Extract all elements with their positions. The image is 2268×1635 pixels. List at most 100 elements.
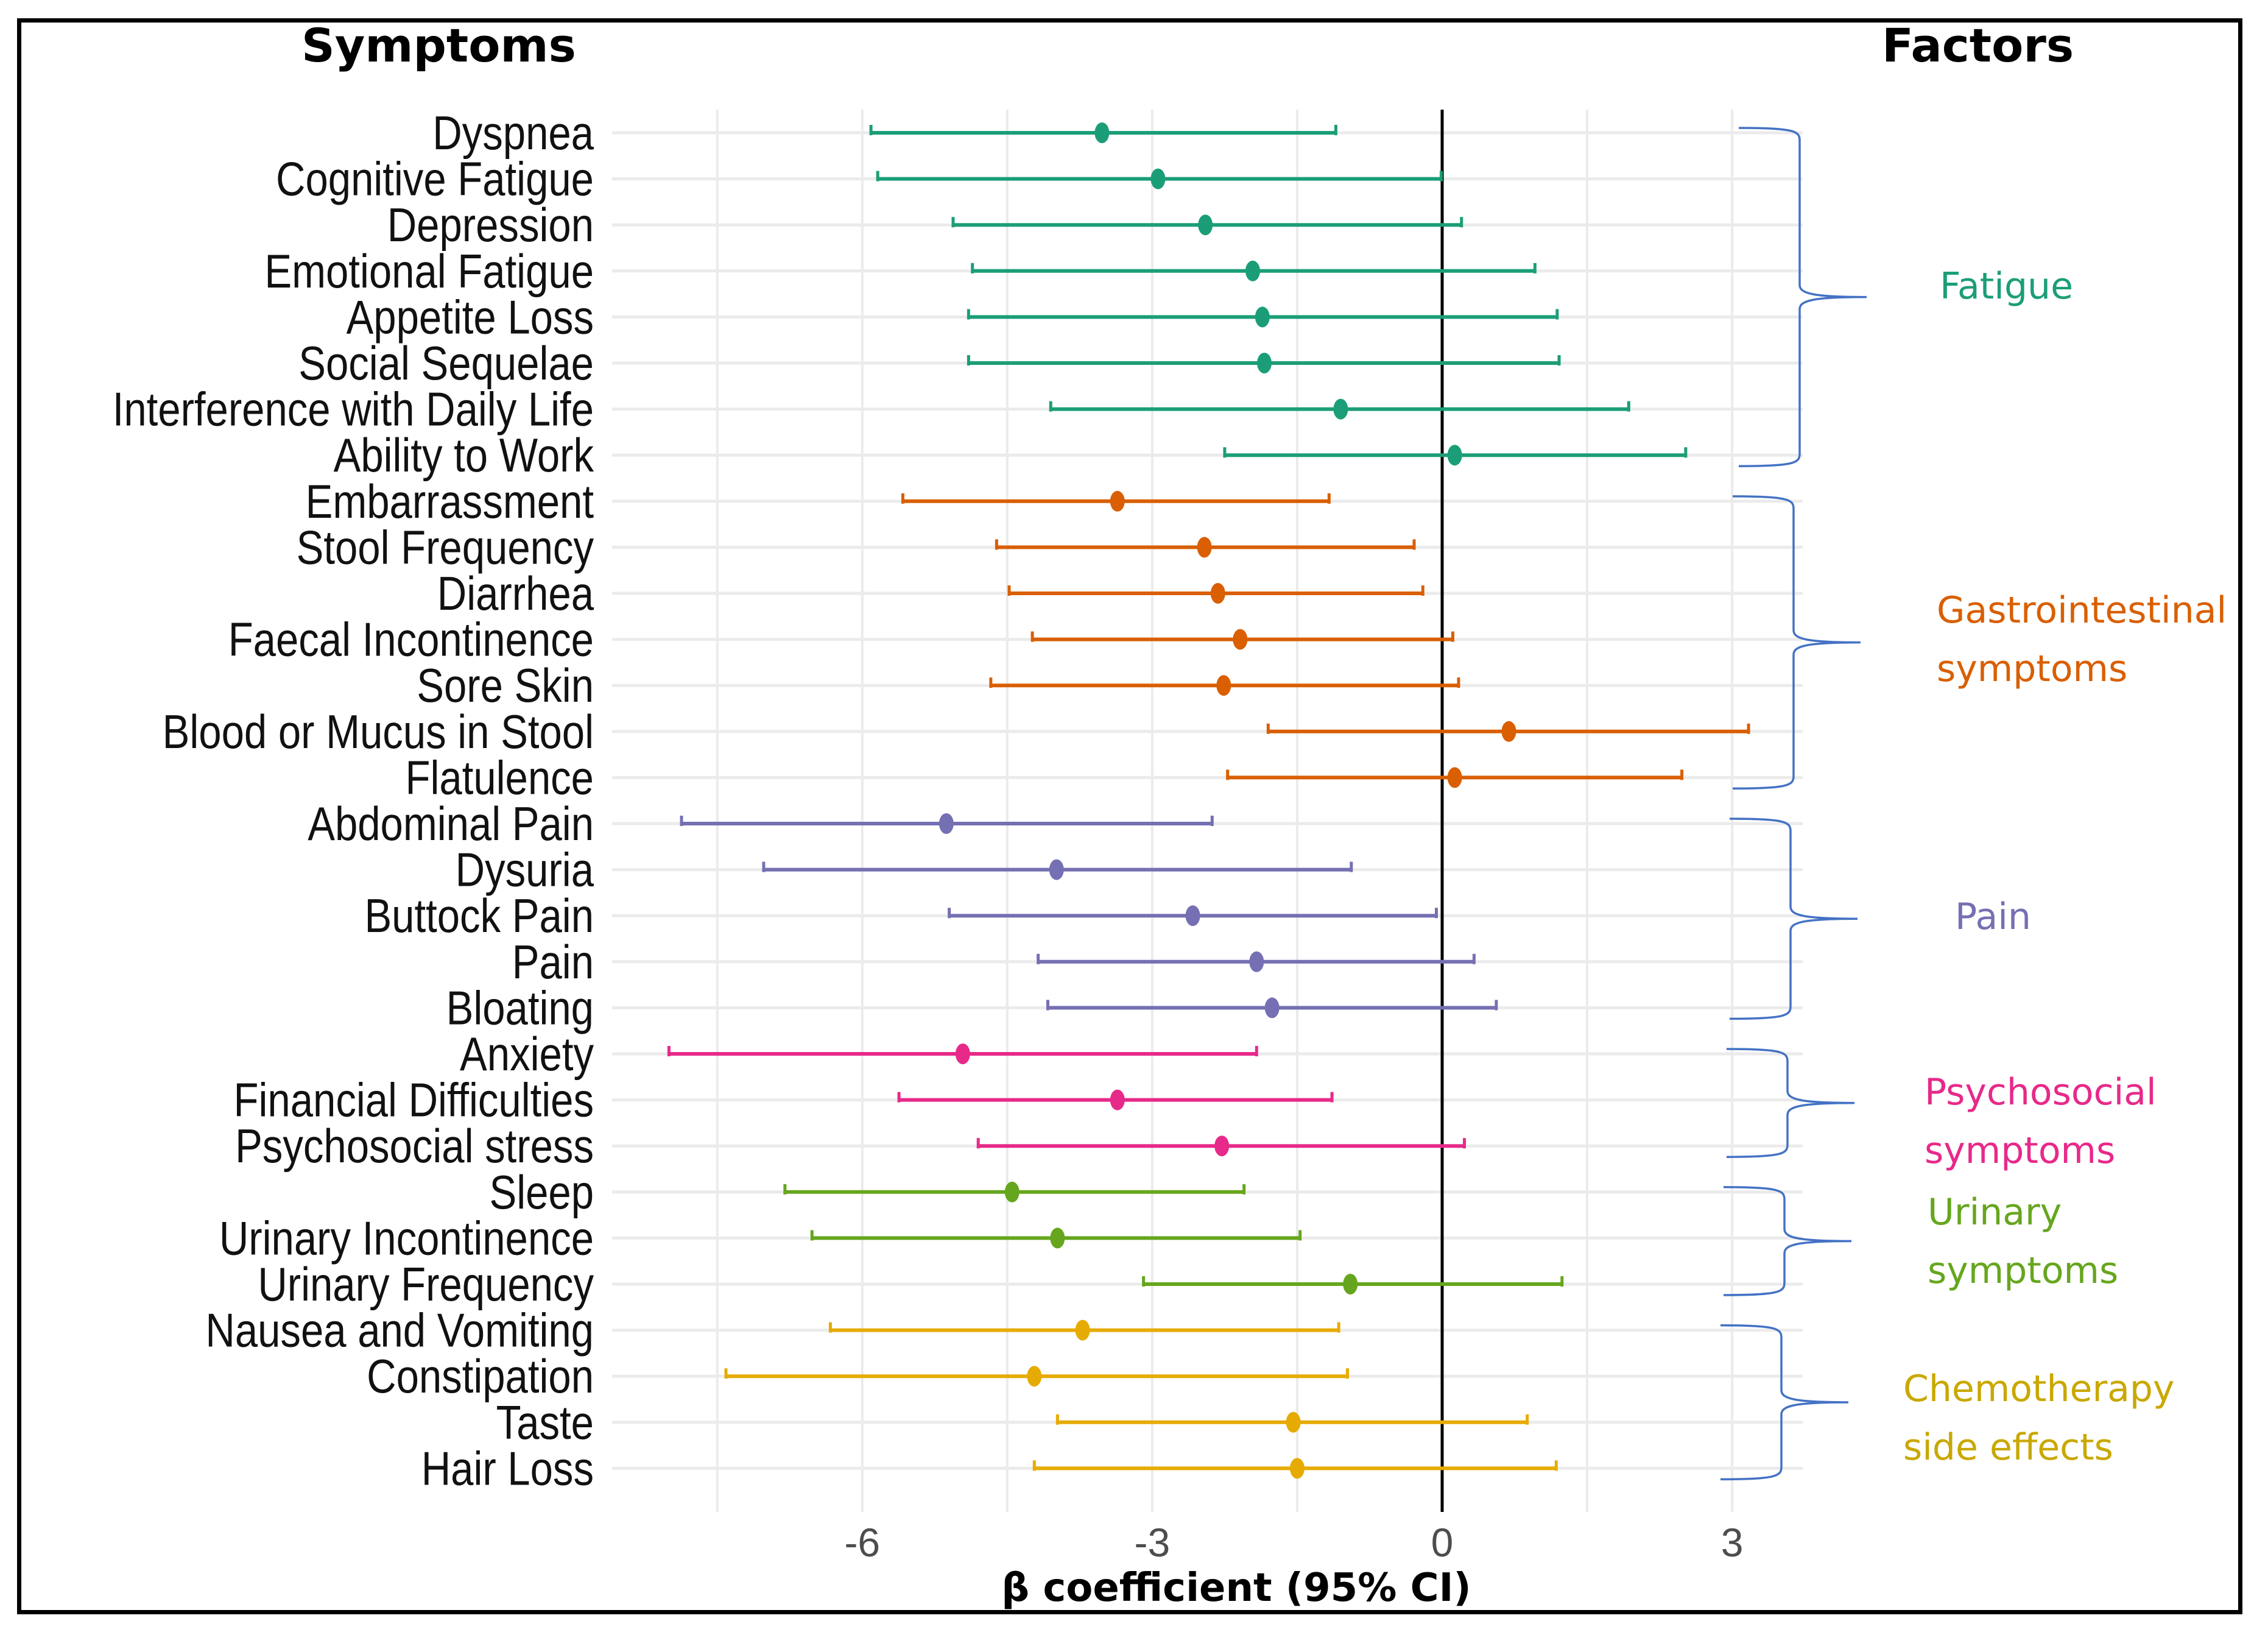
point-estimate — [1214, 1135, 1230, 1157]
factor-label-line: Chemotherapy — [1903, 1368, 2175, 1410]
ci-row — [976, 1135, 1467, 1157]
factor-label: Chemotherapy side effects — [1903, 1368, 2175, 1469]
point-estimate — [1210, 583, 1225, 604]
point-estimate — [1049, 859, 1064, 880]
group-brace — [1726, 1048, 1855, 1158]
ci-row — [1223, 445, 1688, 466]
y-axis-label: Social Sequelae — [298, 337, 594, 390]
ci-row — [897, 1089, 1334, 1111]
ci-row — [1049, 398, 1630, 420]
y-axis-label: Cognitive Fatigue — [276, 153, 594, 206]
factor-label-line: side effects — [1903, 1426, 2113, 1469]
x-tick-label: 3 — [1721, 1520, 1744, 1565]
ci-row — [1046, 997, 1498, 1019]
y-axis-label: Dysuria — [456, 844, 594, 897]
factor-label-line: Pain — [1955, 895, 2031, 938]
point-estimate — [1447, 767, 1462, 788]
y-axis-label: Stool Frequency — [297, 521, 594, 574]
y-axis-label: Emotional Fatigue — [264, 245, 594, 298]
y-axis-label: Pain — [512, 936, 594, 989]
ci-row — [828, 1319, 1340, 1341]
y-axis-label: Bloating — [446, 982, 594, 1035]
ci-row — [1266, 721, 1750, 742]
point-estimate — [1255, 306, 1270, 328]
y-axis-label: Urinary Frequency — [258, 1258, 594, 1311]
y-axis-label: Abdominal Pain — [308, 797, 594, 850]
group-brace — [1720, 1324, 1849, 1481]
ci-row — [1030, 629, 1454, 650]
ci-row — [1007, 583, 1425, 604]
y-axis-label: Constipation — [367, 1351, 594, 1404]
point-estimate — [1256, 353, 1272, 373]
point-estimate — [1343, 1274, 1358, 1294]
y-axis-label: Ability to Work — [334, 429, 594, 482]
point-estimate — [1110, 490, 1125, 512]
factor-label: Gastrointestinal symptoms — [1937, 589, 2227, 690]
ci-row — [995, 537, 1416, 558]
point-estimate — [1094, 122, 1110, 143]
factor-label-line: Psychosocial — [1925, 1071, 2157, 1114]
point-estimate — [1027, 1366, 1042, 1387]
ci-row — [876, 168, 1443, 189]
point-estimate — [1264, 997, 1280, 1019]
ci-row — [810, 1227, 1302, 1249]
point-estimate — [1198, 214, 1213, 236]
ci-row — [1226, 767, 1684, 788]
y-axis-label: Buttock Pain — [364, 890, 594, 943]
ci-row — [680, 813, 1214, 834]
ci-row — [1055, 1411, 1529, 1433]
ci-row — [901, 490, 1331, 512]
y-axis-label: Embarrassment — [306, 475, 594, 528]
y-axis-label: Interference with Daily Life — [113, 383, 594, 436]
ci-row — [989, 675, 1460, 696]
point-estimate — [1233, 629, 1248, 650]
x-axis-ticks: -6 -3 0 3 — [844, 1520, 1743, 1565]
point-estimate — [939, 813, 954, 834]
group-brace — [1729, 818, 1858, 1020]
ci-row — [762, 859, 1353, 880]
point-estimate — [1333, 398, 1348, 420]
y-axis-label: Sleep — [489, 1166, 594, 1219]
y-axis-label: Anxiety — [460, 1028, 594, 1081]
factor-labels: Fatigue Gastrointestinal symptoms Pain Psych… — [1903, 265, 2227, 1469]
factor-label-line: Fatigue — [1940, 265, 2073, 308]
y-axis-label: Blood or Mucus in Stool — [163, 705, 594, 758]
factor-label-line: Urinary — [1928, 1191, 2062, 1234]
y-axis-label: Faecal Incontinence — [228, 613, 594, 666]
point-estimate — [1150, 168, 1166, 189]
point-estimate — [1501, 721, 1516, 742]
point-estimate — [1185, 905, 1200, 927]
y-axis-label: Nausea and Vomiting — [205, 1304, 594, 1357]
group-brace — [1738, 127, 1867, 467]
point-estimate — [1245, 260, 1260, 281]
ci-row — [724, 1366, 1349, 1387]
marks-layer — [667, 122, 1750, 1479]
ci-row — [783, 1181, 1246, 1202]
ci-row — [1142, 1274, 1564, 1294]
y-axis-label: Depression — [387, 199, 594, 252]
y-axis-label: Sore Skin — [417, 660, 594, 713]
point-estimate — [1075, 1319, 1090, 1341]
group-brace — [1723, 1186, 1852, 1296]
point-estimate — [1286, 1411, 1301, 1433]
y-axis-label: Appetite Loss — [347, 291, 594, 344]
point-estimate — [1004, 1181, 1020, 1202]
y-axis-label: Taste — [496, 1396, 594, 1449]
factor-label: Psychosocial symptoms — [1925, 1071, 2157, 1172]
point-estimate — [1197, 537, 1212, 558]
factor-label-line: symptoms — [1937, 648, 2127, 690]
grid-layer — [612, 110, 1803, 1512]
ci-row — [667, 1044, 1258, 1064]
ci-row — [951, 214, 1463, 236]
symptoms-column-header: Symptoms — [301, 18, 576, 72]
point-estimate — [1110, 1089, 1125, 1111]
y-axis-label: Dyspnea — [432, 107, 594, 160]
y-axis-label: Hair Loss — [421, 1443, 594, 1496]
ci-row — [967, 353, 1561, 373]
factor-label: Fatigue — [1940, 265, 2073, 308]
y-axis-label: Flatulence — [406, 752, 594, 805]
point-estimate — [1289, 1458, 1305, 1479]
x-tick-label: -3 — [1135, 1520, 1171, 1565]
point-estimate — [1050, 1227, 1065, 1249]
